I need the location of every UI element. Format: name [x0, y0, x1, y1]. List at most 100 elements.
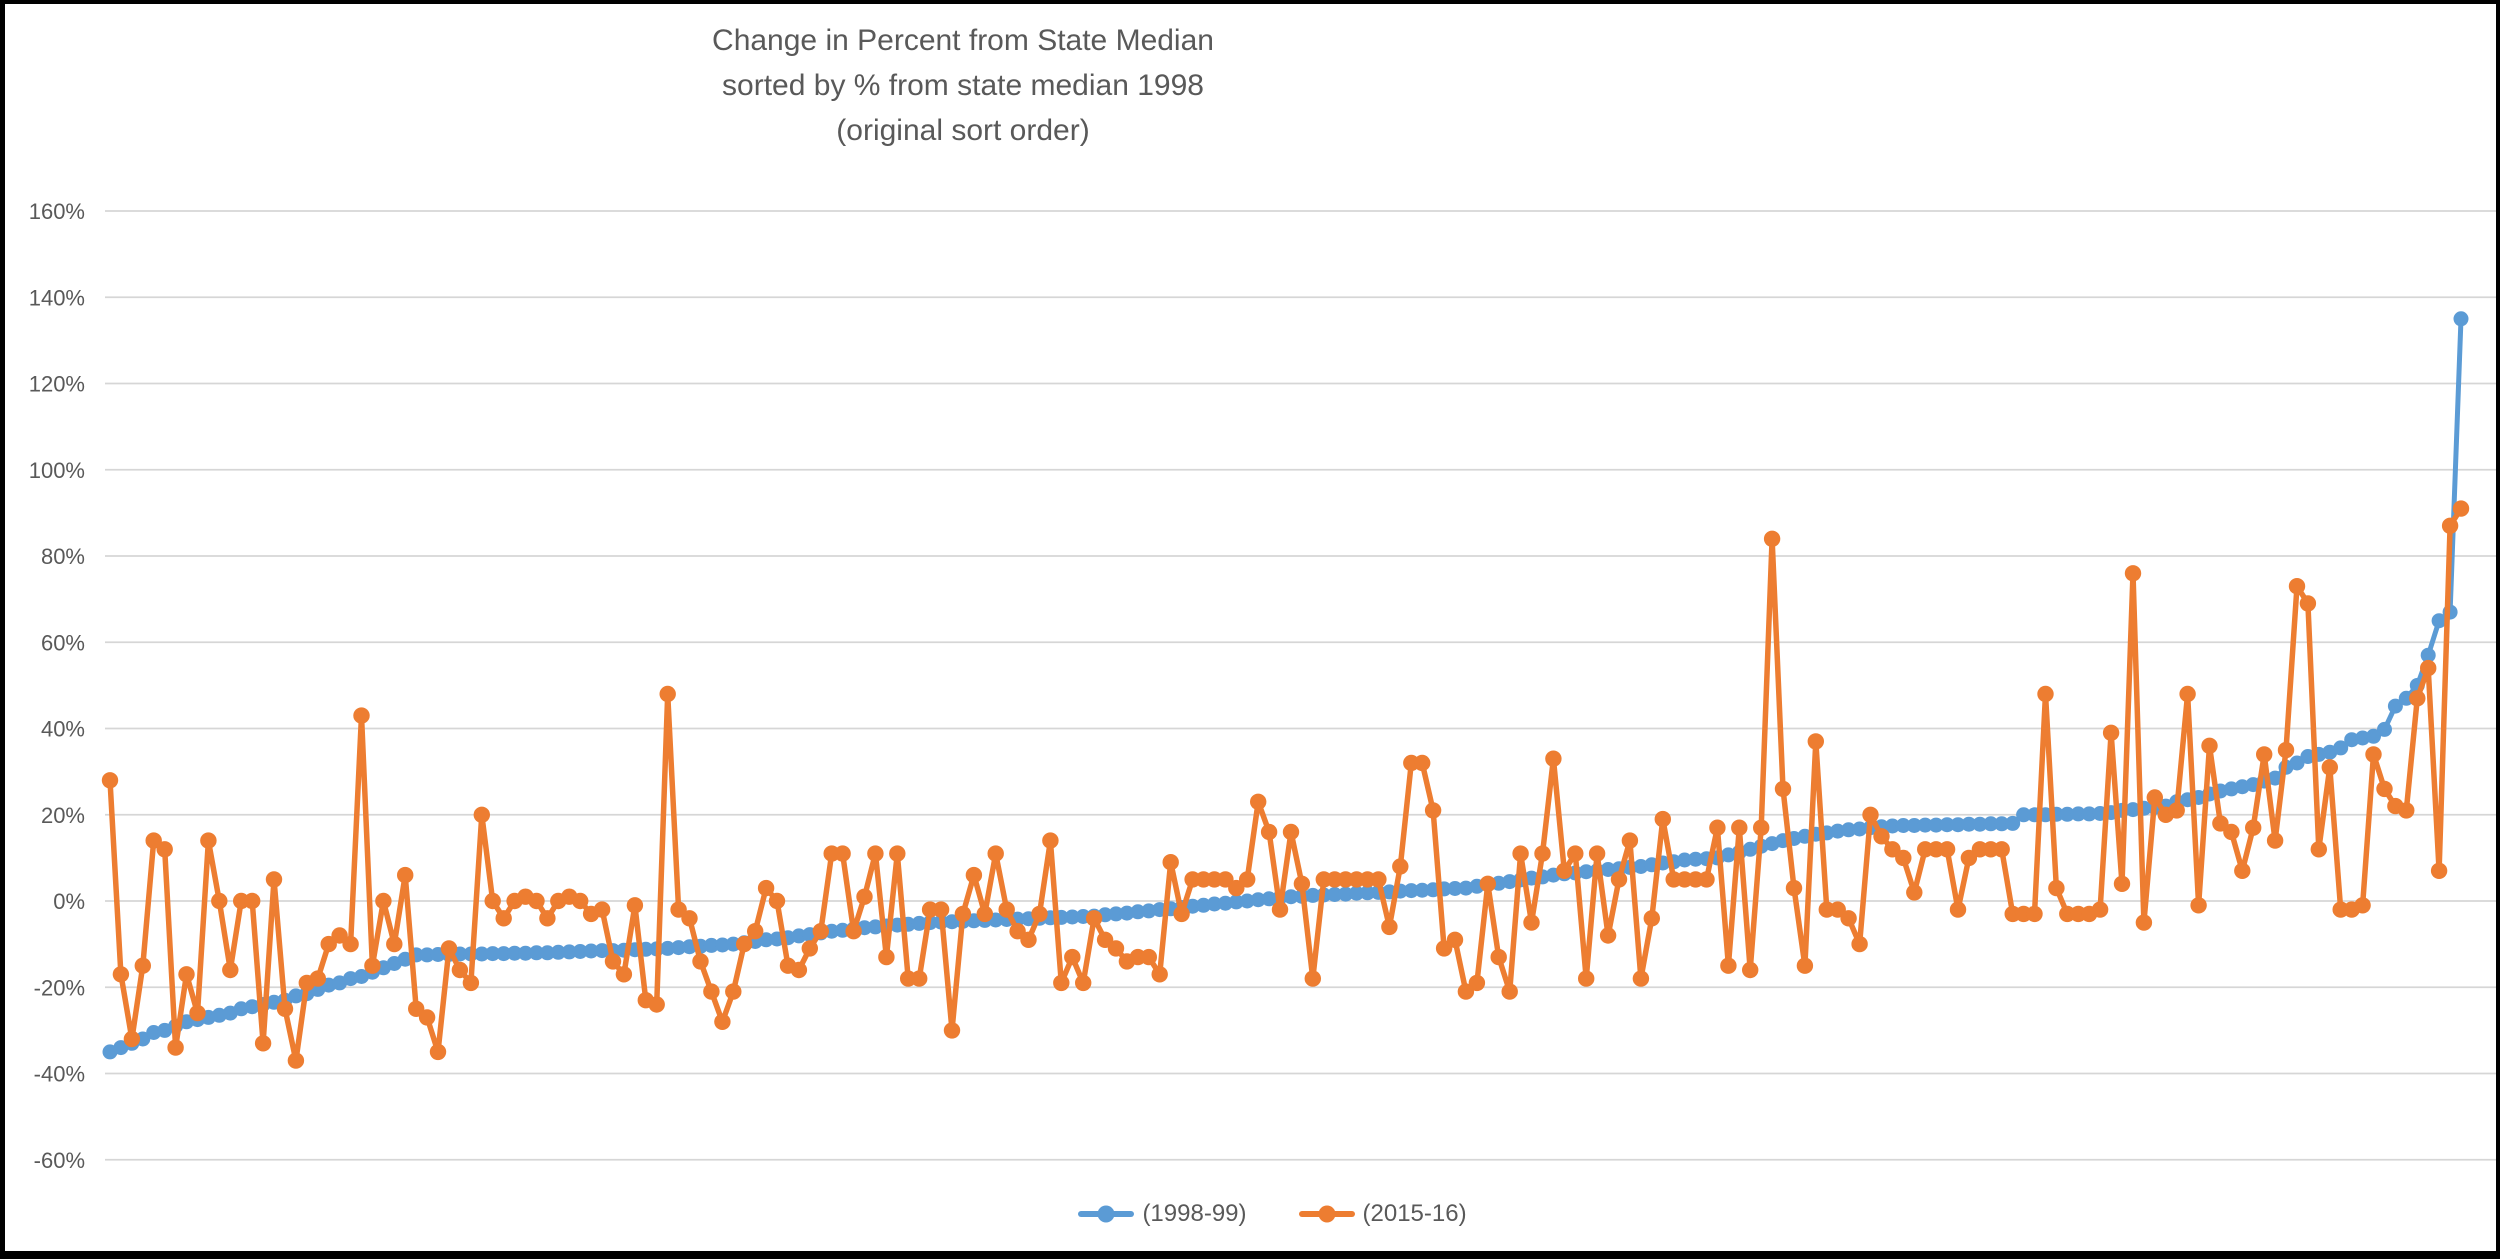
y-axis-tick-label: 20%	[41, 803, 85, 828]
data-point-marker	[1643, 910, 1661, 927]
data-point-marker	[2441, 517, 2459, 534]
data-point-marker	[703, 983, 720, 1000]
data-point-marker	[474, 946, 490, 962]
data-point-marker	[1305, 887, 1321, 903]
series-line	[107, 505, 2464, 1064]
data-point-marker	[604, 953, 622, 970]
data-point-marker	[1261, 891, 1277, 907]
data-point-marker	[1688, 851, 1704, 867]
data-point-marker	[2365, 746, 2382, 763]
data-point-marker	[615, 966, 633, 983]
series-markers	[102, 311, 2469, 1060]
data-point-marker	[364, 957, 381, 974]
data-point-marker	[561, 944, 577, 960]
data-point-marker	[2037, 685, 2054, 703]
y-axis-tick-label: 100%	[29, 458, 85, 483]
data-point-marker	[265, 871, 283, 888]
data-point-marker	[1140, 948, 1158, 966]
data-point-marker	[1938, 841, 1956, 858]
data-point-marker	[1677, 852, 1693, 868]
data-point-marker	[1490, 948, 1507, 966]
legend-label-2015-16: (2015-16)	[1362, 1200, 1467, 1227]
data-point-marker	[1392, 858, 1409, 875]
data-point-marker	[518, 945, 533, 961]
data-point-marker	[101, 772, 119, 789]
data-point-marker	[2266, 832, 2284, 849]
data-point-marker	[1578, 970, 1595, 987]
data-point-marker	[736, 935, 753, 953]
data-point-marker	[1796, 957, 1814, 974]
data-point-marker	[1742, 961, 1759, 979]
data-point-marker	[747, 923, 764, 940]
data-point-marker	[451, 961, 469, 979]
data-point-marker	[659, 685, 676, 703]
data-point-marker	[495, 910, 512, 927]
chart-title: Change in Percent from State Median sort…	[712, 18, 1214, 153]
data-point-marker	[167, 1039, 184, 1056]
data-point-marker	[2420, 647, 2436, 663]
data-point-marker	[2452, 500, 2470, 517]
data-point-marker	[1031, 905, 1048, 923]
y-axis-labels: 160% 140% 120% 100% 80% 60% 40% 20% 0% -20% -40% -6…	[29, 199, 85, 1173]
data-point-marker	[943, 1022, 961, 1039]
data-point-marker	[1020, 931, 1037, 948]
data-point-marker	[1042, 832, 1059, 849]
y-axis-tick-label: 40%	[41, 717, 85, 742]
data-point-marker	[1720, 957, 1737, 974]
data-point-marker	[2310, 841, 2327, 858]
data-point-marker	[419, 947, 435, 963]
data-point-marker	[856, 888, 873, 905]
data-point-marker	[845, 923, 862, 940]
data-point-marker	[1239, 871, 1256, 888]
data-point-marker	[2048, 879, 2065, 897]
data-point-marker	[2005, 815, 2021, 831]
series-markers	[101, 500, 2470, 1069]
data-point-marker	[1610, 871, 1628, 888]
data-point-marker	[1085, 910, 1103, 927]
data-point-marker	[2212, 815, 2229, 832]
data-point-marker	[2321, 759, 2338, 776]
data-point-marker	[2387, 698, 2403, 714]
series-line	[107, 316, 2464, 1055]
data-point-marker	[2431, 613, 2447, 629]
data-point-marker	[1271, 901, 1289, 918]
data-point-marker	[287, 1052, 305, 1069]
data-point-marker	[593, 901, 611, 918]
data-point-marker	[976, 905, 993, 923]
data-point-marker	[550, 944, 566, 960]
chart-title-line-1: Change in Percent from State Median	[712, 24, 1214, 57]
data-point-marker	[2113, 875, 2131, 892]
y-axis-tick-label: 80%	[41, 544, 85, 569]
data-point-marker	[397, 866, 414, 884]
data-point-marker	[2376, 780, 2393, 798]
data-point-marker	[2377, 721, 2392, 737]
data-point-marker	[1972, 816, 1988, 832]
data-point-marker	[1217, 871, 1234, 888]
data-point-marker	[867, 845, 884, 862]
data-point-marker	[594, 943, 610, 959]
data-point-marker	[539, 945, 555, 961]
data-point-marker	[244, 892, 261, 910]
data-point-marker	[1654, 810, 1672, 828]
legend-item-1998-99: (1998-99)	[1078, 1202, 1247, 1226]
data-point-marker	[145, 832, 162, 849]
data-point-marker	[1993, 841, 2010, 858]
y-axis-tick-label: 160%	[29, 199, 85, 224]
data-point-marker	[1447, 881, 1463, 896]
legend: (1998-99) (2015-16)	[27, 1200, 2496, 1227]
data-point-marker	[2179, 685, 2196, 703]
data-point-marker	[222, 961, 239, 979]
data-point-marker	[1403, 883, 1419, 899]
data-point-marker	[309, 970, 326, 987]
data-point-marker	[1621, 832, 1639, 849]
data-point-marker	[2234, 862, 2251, 879]
data-point-marker	[1763, 530, 1781, 547]
data-point-marker	[276, 1000, 294, 1017]
data-point-marker	[965, 866, 983, 884]
chart-title-line-3: (original sort order)	[836, 114, 1090, 147]
data-point-marker	[211, 892, 228, 910]
y-axis-tick-label: 0%	[53, 889, 85, 914]
data-point-marker	[1600, 862, 1616, 877]
data-point-marker	[987, 845, 1004, 862]
